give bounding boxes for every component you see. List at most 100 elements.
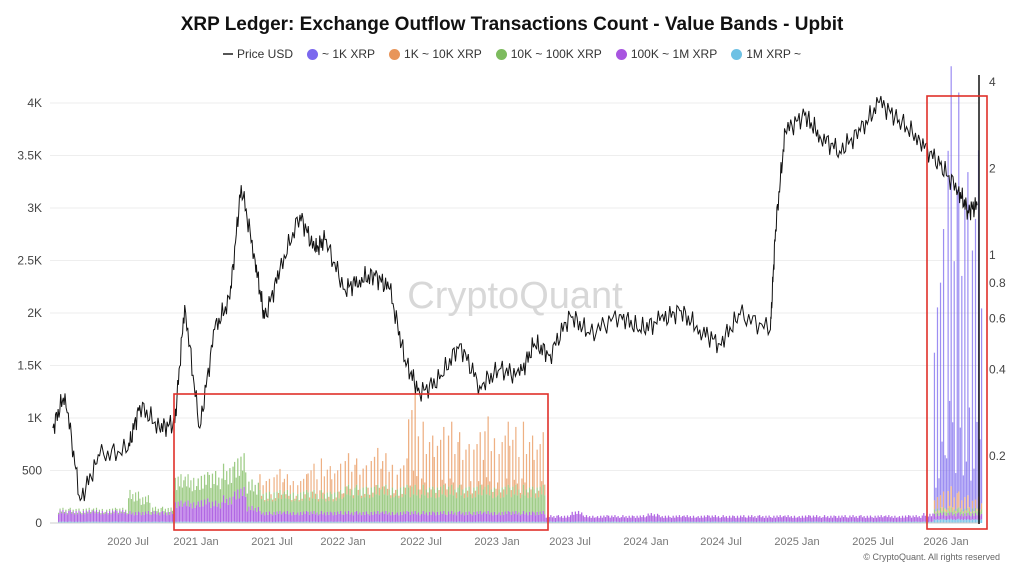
bar-3: [276, 491, 278, 512]
bar-5: [203, 521, 206, 523]
bar-5: [84, 521, 86, 523]
bar-4: [518, 512, 520, 522]
bar-5: [611, 521, 613, 523]
bar-4: [101, 510, 103, 522]
bar-5: [667, 521, 670, 523]
bar-2: [395, 489, 397, 496]
bar-4: [280, 514, 283, 522]
bar-3: [360, 498, 363, 516]
bar-5: [574, 521, 577, 523]
bar-4: [241, 495, 244, 522]
bar-2: [470, 481, 472, 495]
bar-2: [979, 509, 981, 512]
bar-3: [286, 489, 288, 511]
bar-3: [401, 497, 403, 515]
bar-3: [98, 509, 100, 512]
bar-5: [716, 521, 718, 523]
bar-4: [335, 514, 337, 522]
bar-5: [628, 521, 630, 523]
bar-5: [871, 521, 873, 523]
legend-band-1[interactable]: ~ 1K XRP: [307, 47, 375, 61]
bar-5: [291, 521, 293, 523]
bar-4: [883, 516, 885, 522]
bar-2: [489, 481, 491, 496]
legend-band-3[interactable]: 10K ~ 100K XRP: [495, 47, 602, 61]
bar-4: [406, 510, 408, 522]
legend-band-5[interactable]: 1M XRP ~: [731, 47, 801, 61]
bar-5: [103, 521, 105, 523]
bar-5: [159, 521, 161, 523]
bar-4: [167, 511, 169, 522]
highlight-box-2026: [926, 95, 988, 530]
bar-5: [471, 521, 473, 523]
bar-4: [615, 517, 618, 522]
bar-4: [955, 516, 957, 521]
bar-5: [646, 521, 648, 523]
bar-2: [519, 492, 522, 499]
bar-5: [771, 521, 773, 523]
bar-3: [314, 499, 317, 515]
legend-band-2[interactable]: 1K ~ 10K XRP: [389, 47, 482, 61]
bar-4: [606, 515, 608, 522]
bar-2: [970, 511, 972, 513]
bar-4: [933, 513, 936, 520]
bar-3: [451, 484, 453, 511]
bar-2: [283, 478, 286, 492]
bar-5: [585, 521, 588, 523]
bar-5: [650, 521, 652, 523]
bar-5: [641, 521, 643, 523]
legend-band-4[interactable]: 100K ~ 1M XRP: [615, 47, 717, 61]
bar-3: [447, 486, 450, 512]
bar-1: [956, 189, 958, 494]
bar-5: [288, 521, 290, 523]
x-tick-label: 2025 Jan: [774, 536, 819, 548]
bar-5: [850, 521, 853, 523]
bar-5: [692, 521, 695, 523]
bar-5: [882, 521, 884, 523]
bar-5: [652, 521, 654, 523]
bar-5: [688, 521, 690, 523]
bar-5: [512, 521, 514, 523]
bar-4: [636, 515, 638, 522]
bar-4: [128, 513, 130, 522]
bar-5: [177, 521, 179, 523]
bar-3: [194, 490, 196, 508]
bar-2: [303, 478, 305, 492]
bar-5: [669, 521, 671, 523]
bar-4: [186, 506, 188, 522]
bar-4: [785, 517, 788, 522]
bar-5: [792, 521, 794, 523]
bar-5: [766, 521, 769, 523]
bar-5: [276, 521, 278, 523]
y-left-tick-label: 3K: [27, 201, 42, 215]
bar-3: [262, 494, 264, 513]
bar-1: [953, 261, 955, 498]
bar-3: [235, 477, 237, 500]
bar-4: [427, 515, 429, 522]
legend-price[interactable]: Price USD: [222, 47, 293, 61]
bar-5: [314, 521, 317, 523]
bar-5: [135, 521, 137, 523]
bar-5: [889, 521, 891, 523]
bar-4: [66, 514, 68, 522]
bar-3: [177, 476, 179, 502]
bar-5: [367, 521, 369, 523]
bar-3: [403, 486, 405, 512]
bar-3: [482, 489, 485, 513]
bar-5: [98, 521, 100, 523]
bar-2: [326, 469, 328, 493]
bar-4: [382, 511, 384, 522]
bar-4: [696, 517, 698, 522]
bar-2: [334, 473, 336, 493]
bar-4: [218, 503, 220, 522]
bar-3: [58, 512, 60, 515]
bar-2: [260, 495, 263, 500]
bar-2: [524, 482, 526, 496]
bar-3: [974, 508, 977, 514]
bar-5: [609, 521, 611, 523]
bar-5: [385, 521, 387, 523]
bar-3: [455, 498, 458, 516]
bar-5: [316, 521, 318, 523]
bar-4: [706, 515, 709, 522]
bar-4: [473, 511, 475, 522]
